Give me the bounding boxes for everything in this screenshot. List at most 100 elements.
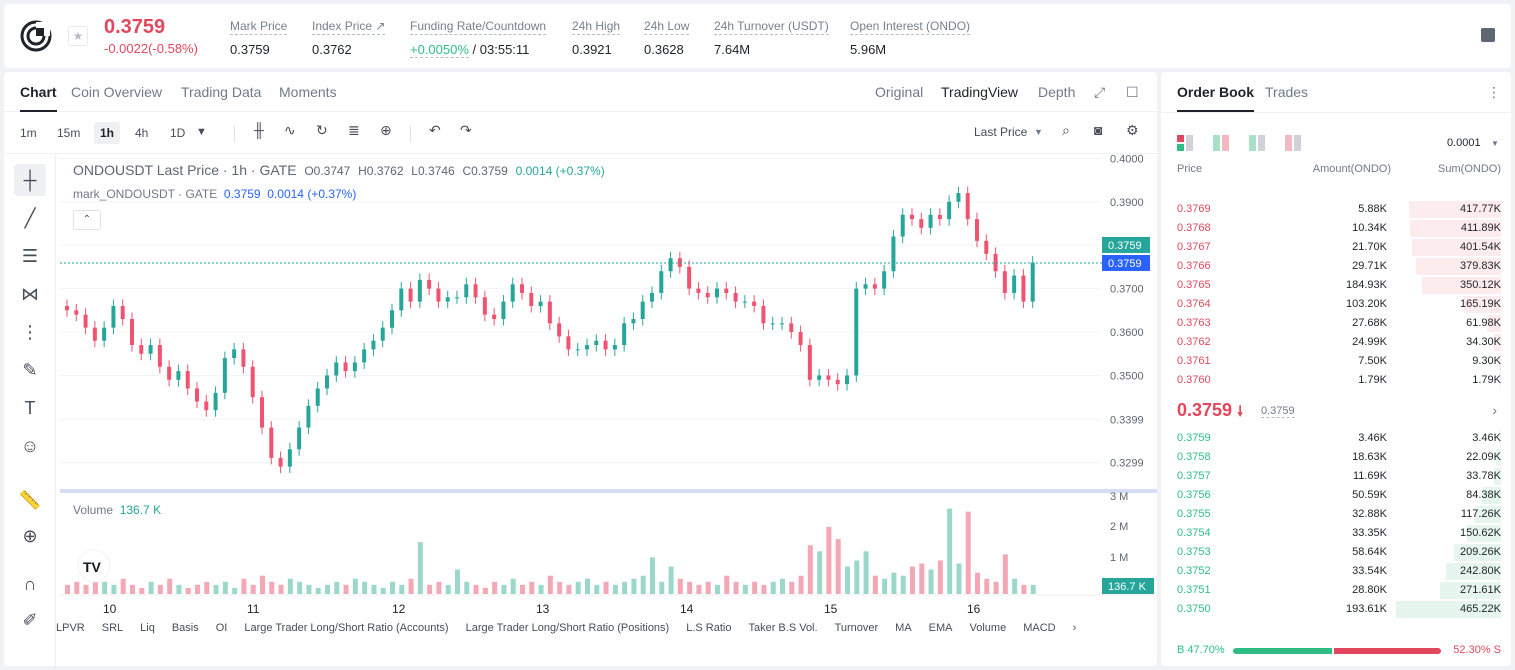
book-row[interactable]: 0.3769 5.88K 417.77K bbox=[1161, 200, 1511, 219]
book-row[interactable]: 0.3766 29.71K 379.83K bbox=[1161, 257, 1511, 276]
view-original[interactable]: Original bbox=[875, 84, 924, 100]
trendline-icon[interactable]: ╱ bbox=[24, 208, 36, 228]
favorite-star-icon[interactable]: ★ bbox=[68, 26, 88, 46]
precision-select[interactable]: 0.0001 bbox=[1447, 137, 1481, 149]
indicator-9[interactable]: Turnover bbox=[834, 622, 879, 634]
interval-4h[interactable]: 4h bbox=[135, 126, 149, 140]
expand-icon[interactable]: ⤢ bbox=[1094, 84, 1106, 100]
depth-bar bbox=[1500, 372, 1501, 389]
fib-icon[interactable]: ⋮ bbox=[21, 322, 39, 342]
divider bbox=[410, 126, 411, 142]
view-tradingview[interactable]: TradingView bbox=[941, 84, 1019, 100]
stat-label[interactable]: Funding Rate/Countdown bbox=[410, 19, 547, 35]
interval-1d[interactable]: 1D bbox=[170, 126, 186, 140]
layout-asks-icon[interactable] bbox=[1249, 135, 1265, 151]
chevron-right-icon[interactable]: › bbox=[1072, 622, 1077, 634]
more-icon[interactable]: ⋮ bbox=[1487, 84, 1501, 100]
templates-icon[interactable]: ≣ bbox=[348, 122, 360, 138]
book-row[interactable]: 0.3762 24.99K 34.30K bbox=[1161, 333, 1511, 352]
zoom-in-icon[interactable]: ⊕ bbox=[22, 526, 38, 546]
book-row[interactable]: 0.3753 58.64K 209.26K bbox=[1161, 543, 1511, 562]
candle bbox=[715, 288, 719, 298]
text-tool-icon[interactable]: T bbox=[24, 398, 36, 418]
indicator-8[interactable]: Taker B.S Vol. bbox=[748, 622, 818, 634]
replay-icon[interactable]: ↻ bbox=[316, 122, 328, 138]
undo-icon[interactable]: ↶ bbox=[429, 122, 441, 138]
indicator-4[interactable]: OI bbox=[215, 622, 228, 634]
book-row[interactable]: 0.3764 103.20K 165.19K bbox=[1161, 295, 1511, 314]
crosshair-icon[interactable]: ┼ bbox=[14, 164, 46, 196]
layout-single-icon[interactable] bbox=[1285, 135, 1301, 151]
indicator-2[interactable]: Liq bbox=[140, 622, 155, 634]
ruler-icon[interactable]: 📏 bbox=[18, 490, 42, 510]
book-row[interactable]: 0.3761 7.50K 9.30K bbox=[1161, 352, 1511, 371]
indicator-0[interactable]: LPVR bbox=[56, 622, 85, 634]
book-row[interactable]: 0.3768 10.34K 411.89K bbox=[1161, 219, 1511, 238]
book-row[interactable]: 0.3757 11.69K 33.78K bbox=[1161, 467, 1511, 486]
interval-15m[interactable]: 15m bbox=[57, 126, 81, 140]
indicator-7[interactable]: L.S Ratio bbox=[686, 622, 732, 634]
tab-trades[interactable]: Trades bbox=[1265, 84, 1309, 100]
redo-icon[interactable]: ↷ bbox=[460, 122, 472, 138]
tab-chart[interactable]: Chart bbox=[20, 84, 57, 112]
stat-label[interactable]: Index Price ↗ bbox=[312, 19, 386, 35]
indicator-11[interactable]: EMA bbox=[928, 622, 953, 634]
alert-plus-icon[interactable]: ⊕ bbox=[380, 122, 392, 138]
indicator-10[interactable]: MA bbox=[895, 622, 912, 634]
pattern-icon[interactable]: ⋈ bbox=[21, 284, 39, 304]
book-row[interactable]: 0.3765 184.93K 350.12K bbox=[1161, 276, 1511, 295]
book-row[interactable]: 0.3763 27.68K 61.98K bbox=[1161, 314, 1511, 333]
book-row[interactable]: 0.3758 18.63K 22.09K bbox=[1161, 448, 1511, 467]
book-row[interactable]: 0.3760 1.79K 1.79K bbox=[1161, 371, 1511, 390]
horizontal-lines-icon[interactable]: ☰ bbox=[21, 246, 39, 266]
book-row[interactable]: 0.3754 33.35K 150.62K bbox=[1161, 524, 1511, 543]
price-type-select[interactable]: Last Price bbox=[974, 125, 1028, 139]
book-row[interactable]: 0.3752 33.54K 242.80K bbox=[1161, 562, 1511, 581]
view-depth[interactable]: Depth bbox=[1038, 84, 1076, 100]
book-row[interactable]: 0.3750 193.61K 465.22K bbox=[1161, 600, 1511, 619]
window-icon[interactable]: ☐ bbox=[1126, 84, 1139, 100]
settings-icon[interactable]: ⚙ bbox=[1126, 122, 1139, 138]
indicator-5[interactable]: Large Trader Long/Short Ratio (Accounts) bbox=[244, 622, 449, 634]
book-row[interactable]: 0.3756 50.59K 84.38K bbox=[1161, 486, 1511, 505]
camera-icon[interactable]: ◙ bbox=[1094, 122, 1103, 138]
candle-type-icon[interactable]: ╫ bbox=[254, 122, 264, 138]
tab-moments[interactable]: Moments bbox=[279, 84, 337, 100]
interval-dropdown-icon[interactable]: ▼ bbox=[196, 126, 207, 138]
collapse-legend-icon[interactable]: ⌃ bbox=[73, 210, 101, 230]
layout-bids-icon[interactable] bbox=[1213, 135, 1229, 151]
search-icon[interactable]: ⌕ bbox=[1062, 122, 1070, 138]
candle bbox=[631, 319, 636, 324]
tab-order-book[interactable]: Order Book bbox=[1177, 84, 1255, 112]
emoji-icon[interactable]: ☺ bbox=[20, 436, 40, 456]
guide-book-icon[interactable] bbox=[1481, 28, 1495, 42]
chevron-down-icon[interactable]: ▼ bbox=[1491, 139, 1499, 148]
indicator-3[interactable]: Basis bbox=[171, 622, 199, 634]
vol-tick-label: 1 M bbox=[1110, 552, 1128, 564]
chevron-down-icon[interactable]: ▼ bbox=[1034, 127, 1043, 137]
magnet-icon[interactable]: ∩ bbox=[23, 574, 37, 594]
chevron-right-icon[interactable]: › bbox=[1492, 402, 1497, 418]
indicator-1[interactable]: SRL bbox=[101, 622, 124, 634]
book-row[interactable]: 0.3755 32.88K 117.26K bbox=[1161, 505, 1511, 524]
brush-icon[interactable]: ✎ bbox=[22, 360, 38, 380]
indicator-12[interactable]: Volume bbox=[969, 622, 1007, 634]
interval-1h[interactable]: 1h bbox=[94, 122, 121, 144]
pencil-icon[interactable]: ✐ bbox=[22, 610, 38, 630]
volume-bar bbox=[139, 587, 145, 594]
book-row[interactable]: 0.3751 28.80K 271.61K bbox=[1161, 581, 1511, 600]
row-amount: 184.93K bbox=[1346, 279, 1387, 291]
chart-canvas[interactable]: 0.40000.39000.38000.37000.36000.35000.33… bbox=[60, 153, 1157, 666]
indicator-6[interactable]: Large Trader Long/Short Ratio (Positions… bbox=[465, 622, 670, 634]
indicators-icon[interactable]: ∿ bbox=[284, 122, 296, 138]
interval-1m[interactable]: 1m bbox=[20, 126, 37, 140]
tab-coin-overview[interactable]: Coin Overview bbox=[71, 84, 163, 100]
layout-both-icon[interactable] bbox=[1177, 135, 1193, 151]
book-row[interactable]: 0.3759 3.46K 3.46K bbox=[1161, 429, 1511, 448]
candle bbox=[882, 271, 887, 289]
depth-bar bbox=[1496, 449, 1501, 466]
indicator-13[interactable]: MACD bbox=[1023, 622, 1056, 634]
candlestick-chart[interactable]: 0.40000.39000.38000.37000.36000.35000.33… bbox=[60, 153, 1157, 666]
book-row[interactable]: 0.3767 21.70K 401.54K bbox=[1161, 238, 1511, 257]
tab-trading-data[interactable]: Trading Data bbox=[181, 84, 262, 100]
